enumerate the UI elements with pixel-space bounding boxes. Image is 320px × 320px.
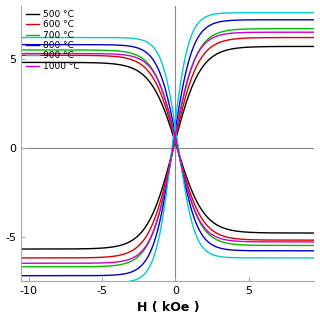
600 °C — [142, 65, 146, 69]
900 °C — [313, 256, 316, 260]
700 °C — [90, 48, 94, 52]
600 °C — [135, 60, 139, 64]
Line: 600 °C: 600 °C — [21, 55, 315, 240]
800 °C — [20, 43, 23, 47]
700 °C — [20, 48, 23, 52]
500 °C — [20, 60, 23, 64]
1000 °C — [135, 56, 139, 60]
900 °C — [20, 36, 23, 39]
500 °C — [135, 68, 139, 72]
600 °C — [126, 57, 130, 60]
600 °C — [60, 53, 64, 57]
500 °C — [294, 231, 298, 235]
900 °C — [90, 36, 94, 39]
900 °C — [135, 37, 139, 41]
600 °C — [90, 53, 94, 57]
Legend: 500 °C, 600 °C, 700 °C, 800 °C, 900 °C, 1000 °C: 500 °C, 600 °C, 700 °C, 800 °C, 900 °C, … — [24, 8, 82, 73]
Line: 900 °C: 900 °C — [21, 37, 315, 258]
700 °C — [294, 244, 298, 247]
800 °C — [313, 249, 316, 253]
1000 °C — [60, 52, 64, 55]
1000 °C — [142, 60, 146, 64]
500 °C — [90, 61, 94, 65]
800 °C — [90, 43, 94, 47]
1000 °C — [20, 52, 23, 55]
800 °C — [135, 46, 139, 50]
900 °C — [126, 36, 130, 40]
500 °C — [60, 60, 64, 64]
Line: 700 °C: 700 °C — [21, 50, 315, 245]
600 °C — [313, 238, 316, 242]
Line: 1000 °C: 1000 °C — [21, 53, 315, 242]
1000 °C — [90, 52, 94, 56]
800 °C — [142, 49, 146, 53]
800 °C — [126, 44, 130, 48]
1000 °C — [126, 53, 130, 57]
700 °C — [60, 48, 64, 52]
700 °C — [126, 51, 130, 54]
700 °C — [313, 244, 316, 247]
Line: 500 °C: 500 °C — [21, 62, 315, 233]
700 °C — [142, 58, 146, 62]
900 °C — [60, 36, 64, 39]
X-axis label: H ( kOe ): H ( kOe ) — [137, 301, 199, 315]
500 °C — [142, 74, 146, 78]
600 °C — [294, 238, 298, 242]
500 °C — [313, 231, 316, 235]
1000 °C — [294, 240, 298, 244]
500 °C — [126, 65, 130, 68]
800 °C — [60, 43, 64, 47]
900 °C — [294, 256, 298, 260]
700 °C — [135, 53, 139, 57]
800 °C — [294, 249, 298, 253]
1000 °C — [313, 240, 316, 244]
900 °C — [142, 39, 146, 43]
600 °C — [20, 53, 23, 57]
Line: 800 °C: 800 °C — [21, 45, 315, 251]
